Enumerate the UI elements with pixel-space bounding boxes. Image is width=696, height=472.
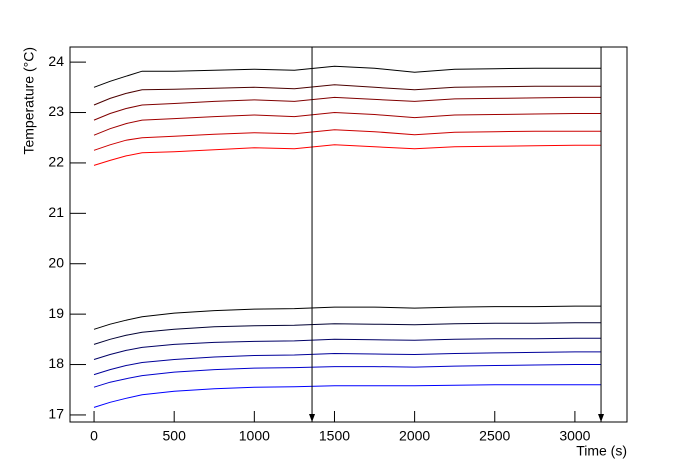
- series-line: [93, 96, 601, 121]
- series-line: [93, 129, 601, 151]
- series-line: [93, 384, 601, 408]
- y-axis-label: Temperature (°C): [21, 47, 37, 155]
- y-tick-label: 19: [48, 305, 64, 321]
- series-line: [93, 305, 601, 330]
- series-line: [93, 84, 601, 106]
- series-line: [93, 144, 601, 166]
- series-line: [93, 337, 601, 360]
- plot-frame: [69, 46, 628, 423]
- series-line: [93, 111, 601, 136]
- x-tick-label: 500: [163, 428, 187, 444]
- marker-arrow: [309, 414, 316, 422]
- x-tick-label: 3000: [559, 428, 590, 444]
- y-tick-label: 24: [48, 53, 64, 69]
- series-line: [93, 364, 601, 388]
- series-line: [93, 65, 601, 88]
- y-tick-label: 20: [48, 254, 64, 270]
- x-tick-label: 2000: [399, 428, 430, 444]
- series-line: [93, 351, 601, 376]
- x-tick-label: 0: [90, 428, 98, 444]
- x-tick-label: 2500: [479, 428, 510, 444]
- x-tick-label: 1500: [319, 428, 350, 444]
- series-line: [93, 322, 601, 345]
- x-tick-label: 1000: [239, 428, 270, 444]
- y-tick-label: 22: [48, 154, 64, 170]
- y-tick-label: 17: [48, 406, 64, 422]
- x-axis-label: Time (s): [576, 443, 627, 459]
- y-tick-label: 21: [48, 204, 64, 220]
- marker-arrow: [598, 414, 605, 422]
- y-tick-label: 23: [48, 103, 64, 119]
- y-tick-label: 18: [48, 355, 64, 371]
